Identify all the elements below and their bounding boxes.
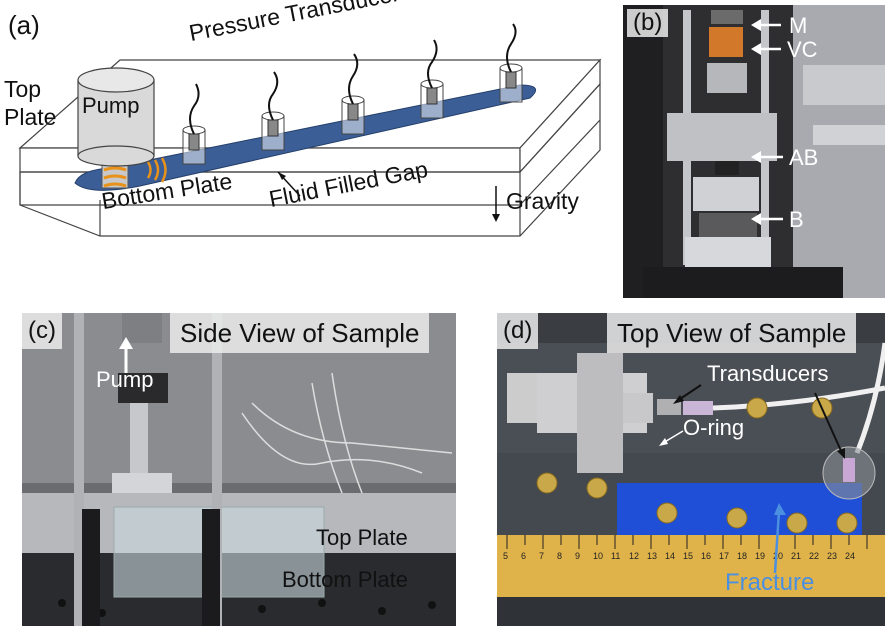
transducers-pointer-right: [814, 392, 843, 454]
panel-c-top-plate-label: Top Plate: [316, 525, 408, 550]
fracture-pointer: [773, 510, 781, 574]
bottom-plate-outline: [19, 82, 601, 237]
panel-c-label: (c): [22, 313, 62, 349]
pump-label: Pump: [82, 93, 140, 118]
ruler-number: 17: [719, 551, 730, 561]
pressure-transducer-1: [182, 83, 206, 165]
ruler-number: 24: [845, 551, 856, 561]
ruler-number: 8: [557, 551, 563, 561]
transducers-label: Transducers: [707, 361, 829, 386]
pressure-transducer-4: [420, 39, 444, 119]
panel-a-label: (a): [8, 10, 40, 40]
ruler-number: 23: [827, 551, 838, 561]
ruler-number: 10: [593, 551, 604, 561]
panel-a-schematic: [18, 23, 602, 237]
marker-vc: VC: [787, 37, 818, 62]
pressure-transducer-5: [499, 23, 523, 103]
panel-b-apparatus: [623, 5, 885, 298]
ruler-number: 14: [665, 551, 676, 561]
panel-d-photo: 5 6 7 8 9 10 11 12 13 14 15 16 17 18 19 …: [497, 313, 885, 626]
ruler-number: 19: [755, 551, 766, 561]
ruler-number: 5: [503, 551, 509, 561]
ruler-number: 21: [791, 551, 802, 561]
ruler-number: 20: [773, 551, 784, 561]
ruler: [497, 535, 885, 597]
ruler-number: 11: [611, 551, 621, 561]
ruler-number: 7: [539, 551, 545, 561]
marker-b: B: [789, 207, 804, 232]
ruler-number: 6: [521, 551, 527, 561]
ruler-number: 9: [575, 551, 581, 561]
pump-top: [77, 67, 155, 93]
ruler-number: 12: [629, 551, 640, 561]
marker-ab: AB: [789, 145, 819, 170]
panel-d-label: (d): [497, 313, 539, 349]
ruler-number: 22: [809, 551, 820, 561]
panel-c-pump-label: Pump: [96, 367, 154, 392]
panel-b-photo: M VC AB B (b): [623, 5, 885, 298]
panel-b-label: (b): [627, 9, 669, 37]
ruler-number: 15: [683, 551, 694, 561]
ruler-numbers: 5 6 7 8 9 10 11 12 13 14 15 16 17 18 19 …: [497, 551, 885, 565]
ruler-number: 16: [701, 551, 712, 561]
marker-m: M: [789, 13, 808, 38]
top-plate-label: Top Plate: [4, 76, 57, 130]
panel-c-bottom-plate-label: Bottom Plate: [282, 567, 408, 592]
ruler-number: 18: [737, 551, 748, 561]
gravity-label: Gravity: [506, 188, 579, 214]
pump-body: [77, 79, 155, 157]
panel-c-scene: [22, 313, 456, 626]
fracture-label: Fracture: [725, 569, 815, 596]
pressure-transducer-2: [261, 71, 285, 151]
pump-waves: [146, 157, 167, 183]
o-ring-label: O-ring: [683, 415, 745, 440]
pressure-transducer-3: [341, 53, 365, 135]
ruler-number: 13: [647, 551, 658, 561]
panel-c-title: Side View of Sample: [170, 313, 430, 353]
panel-d-title: Top View of Sample: [607, 313, 857, 353]
panel-c-photo: Side View of Sample (c) Pump Top Plate B…: [22, 313, 456, 626]
